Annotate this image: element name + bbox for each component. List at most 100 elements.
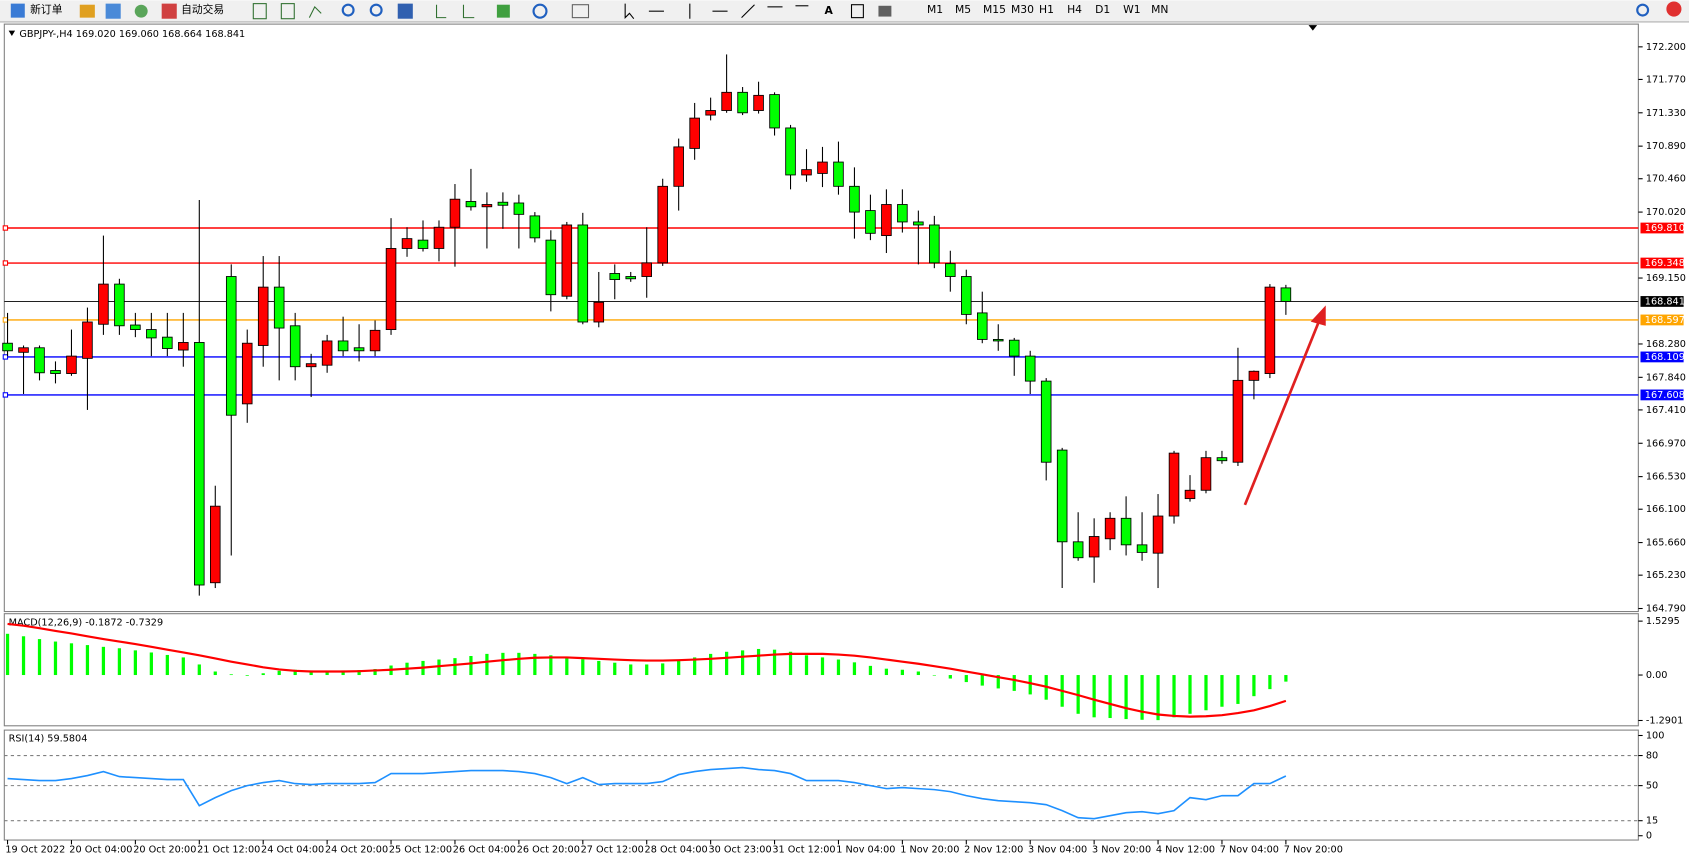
candle-body bbox=[865, 210, 876, 234]
candle-body bbox=[961, 276, 972, 315]
macd-bar bbox=[724, 651, 729, 676]
cursor-button[interactable] bbox=[624, 3, 635, 20]
timeframe-button[interactable]: M30 bbox=[1011, 3, 1034, 16]
candle-body bbox=[625, 276, 637, 280]
y-tick-label: 169.150 bbox=[1646, 273, 1686, 284]
candle-body bbox=[657, 185, 668, 264]
templates-button[interactable] bbox=[571, 4, 590, 19]
candle-body bbox=[2, 342, 13, 352]
macd-bar bbox=[165, 654, 169, 676]
line-anchor bbox=[2, 260, 9, 266]
shift-button[interactable] bbox=[462, 4, 475, 19]
candle-body bbox=[913, 221, 924, 226]
timeframe-button[interactable]: W1 bbox=[1123, 3, 1141, 16]
candle-body bbox=[241, 342, 253, 405]
macd-bar bbox=[37, 639, 42, 676]
tile-button[interactable] bbox=[397, 3, 413, 19]
macd-bar bbox=[197, 664, 201, 676]
y-tick-label: 172.200 bbox=[1646, 42, 1686, 53]
autoscroll-button[interactable] bbox=[435, 4, 447, 19]
x-tick-label: 3 Nov 04:00 bbox=[1028, 845, 1087, 856]
notification-badge[interactable] bbox=[1666, 1, 1682, 17]
candle-body bbox=[992, 338, 1004, 342]
x-tick-label: 21 Oct 12:00 bbox=[197, 845, 260, 856]
candle-body bbox=[114, 283, 125, 327]
macd-bar bbox=[5, 633, 10, 676]
x-tick-label: 3 Nov 20:00 bbox=[1092, 845, 1151, 856]
auto-trading-icon[interactable] bbox=[161, 3, 177, 19]
toolbar-bg bbox=[0, 0, 1689, 22]
macd-bar bbox=[916, 671, 920, 676]
x-tick-label: 1 Nov 20:00 bbox=[900, 845, 959, 856]
timeframe-button[interactable]: M5 bbox=[955, 3, 971, 16]
auto-trading-button[interactable]: 自动交易 bbox=[181, 3, 224, 16]
y-tick-label: 165.660 bbox=[1646, 538, 1686, 549]
timeframe-button[interactable]: MN bbox=[1151, 3, 1168, 16]
candle-chart-button[interactable] bbox=[280, 3, 295, 20]
x-tick-label: 24 Oct 20:00 bbox=[325, 845, 388, 856]
macd-bar bbox=[133, 650, 137, 676]
candle-body bbox=[449, 198, 461, 228]
x-tick-label: 30 Oct 23:00 bbox=[708, 845, 771, 856]
y-tick-label: 166.970 bbox=[1646, 438, 1686, 449]
x-tick-label: 31 Oct 12:00 bbox=[772, 845, 835, 856]
zoom-out-button[interactable] bbox=[369, 3, 383, 17]
new-order-icon[interactable] bbox=[10, 3, 25, 18]
macd-bar bbox=[788, 651, 793, 676]
symbol-marker bbox=[8, 30, 16, 36]
candle-body bbox=[50, 370, 61, 374]
toolbar-icon[interactable] bbox=[134, 4, 148, 18]
search-button[interactable] bbox=[1636, 3, 1650, 17]
toolbar-icon[interactable] bbox=[79, 4, 95, 18]
new-order-button[interactable]: 新订单 bbox=[30, 3, 63, 16]
line-chart-button[interactable] bbox=[308, 5, 322, 18]
macd-bar bbox=[69, 643, 74, 676]
macd-bar bbox=[772, 649, 777, 676]
candle-body bbox=[1072, 541, 1084, 559]
candle-body bbox=[545, 239, 557, 296]
macd-bar bbox=[932, 675, 936, 676]
trendline-button[interactable] bbox=[741, 4, 755, 19]
candle-body bbox=[82, 321, 93, 359]
price-label-bg bbox=[1640, 314, 1684, 326]
macd-pane-title: MACD(12,26,9) -0.1872 -0.7329 bbox=[9, 617, 164, 628]
toolbar-icon[interactable] bbox=[105, 3, 121, 19]
text-button[interactable]: A bbox=[825, 4, 834, 17]
timeframe-button[interactable]: M15 bbox=[983, 3, 1006, 16]
macd-bar bbox=[709, 653, 713, 676]
y-tick-label: 171.330 bbox=[1646, 108, 1686, 119]
candle-body bbox=[641, 262, 652, 277]
zoom-in-button[interactable] bbox=[341, 3, 355, 17]
macd-bar bbox=[261, 673, 265, 676]
x-tick-label: 25 Oct 12:00 bbox=[389, 845, 452, 856]
macd-bar bbox=[1268, 675, 1272, 690]
candle-body bbox=[34, 347, 45, 374]
indicators-button[interactable] bbox=[496, 4, 510, 18]
macd-bar bbox=[884, 668, 889, 676]
timeframe-button[interactable]: H4 bbox=[1067, 3, 1082, 16]
periods-button[interactable] bbox=[532, 3, 548, 19]
candle-body bbox=[1056, 449, 1068, 543]
macd-bar bbox=[1012, 675, 1016, 691]
candle-body bbox=[673, 146, 684, 187]
macd-bar bbox=[756, 648, 761, 676]
candle-body bbox=[577, 224, 589, 323]
label-button[interactable] bbox=[850, 4, 864, 19]
y-tick-label: 167.410 bbox=[1646, 405, 1686, 416]
shapes-button[interactable] bbox=[878, 5, 892, 17]
annotation-arrowhead bbox=[1310, 305, 1326, 326]
macd-bar bbox=[613, 662, 617, 676]
timeframe-group: M1 M5 M15 M30 H1 H4 D1 W1 MN bbox=[927, 3, 1169, 16]
timeframe-button[interactable]: D1 bbox=[1095, 3, 1110, 16]
candle-body bbox=[1024, 355, 1036, 382]
macd-bar bbox=[341, 670, 345, 676]
x-tick-label: 27 Oct 12:00 bbox=[581, 845, 644, 856]
x-tick-label: 24 Oct 04:00 bbox=[261, 845, 324, 856]
bar-chart-button[interactable] bbox=[252, 3, 267, 20]
candle-body bbox=[881, 204, 892, 237]
timeframe-button[interactable]: M1 bbox=[927, 3, 943, 16]
price-label: 168.109 bbox=[1645, 352, 1685, 363]
timeframe-button[interactable]: H1 bbox=[1039, 3, 1054, 16]
current-price-label: 168.841 bbox=[1645, 296, 1685, 307]
macd-bar bbox=[804, 655, 809, 676]
